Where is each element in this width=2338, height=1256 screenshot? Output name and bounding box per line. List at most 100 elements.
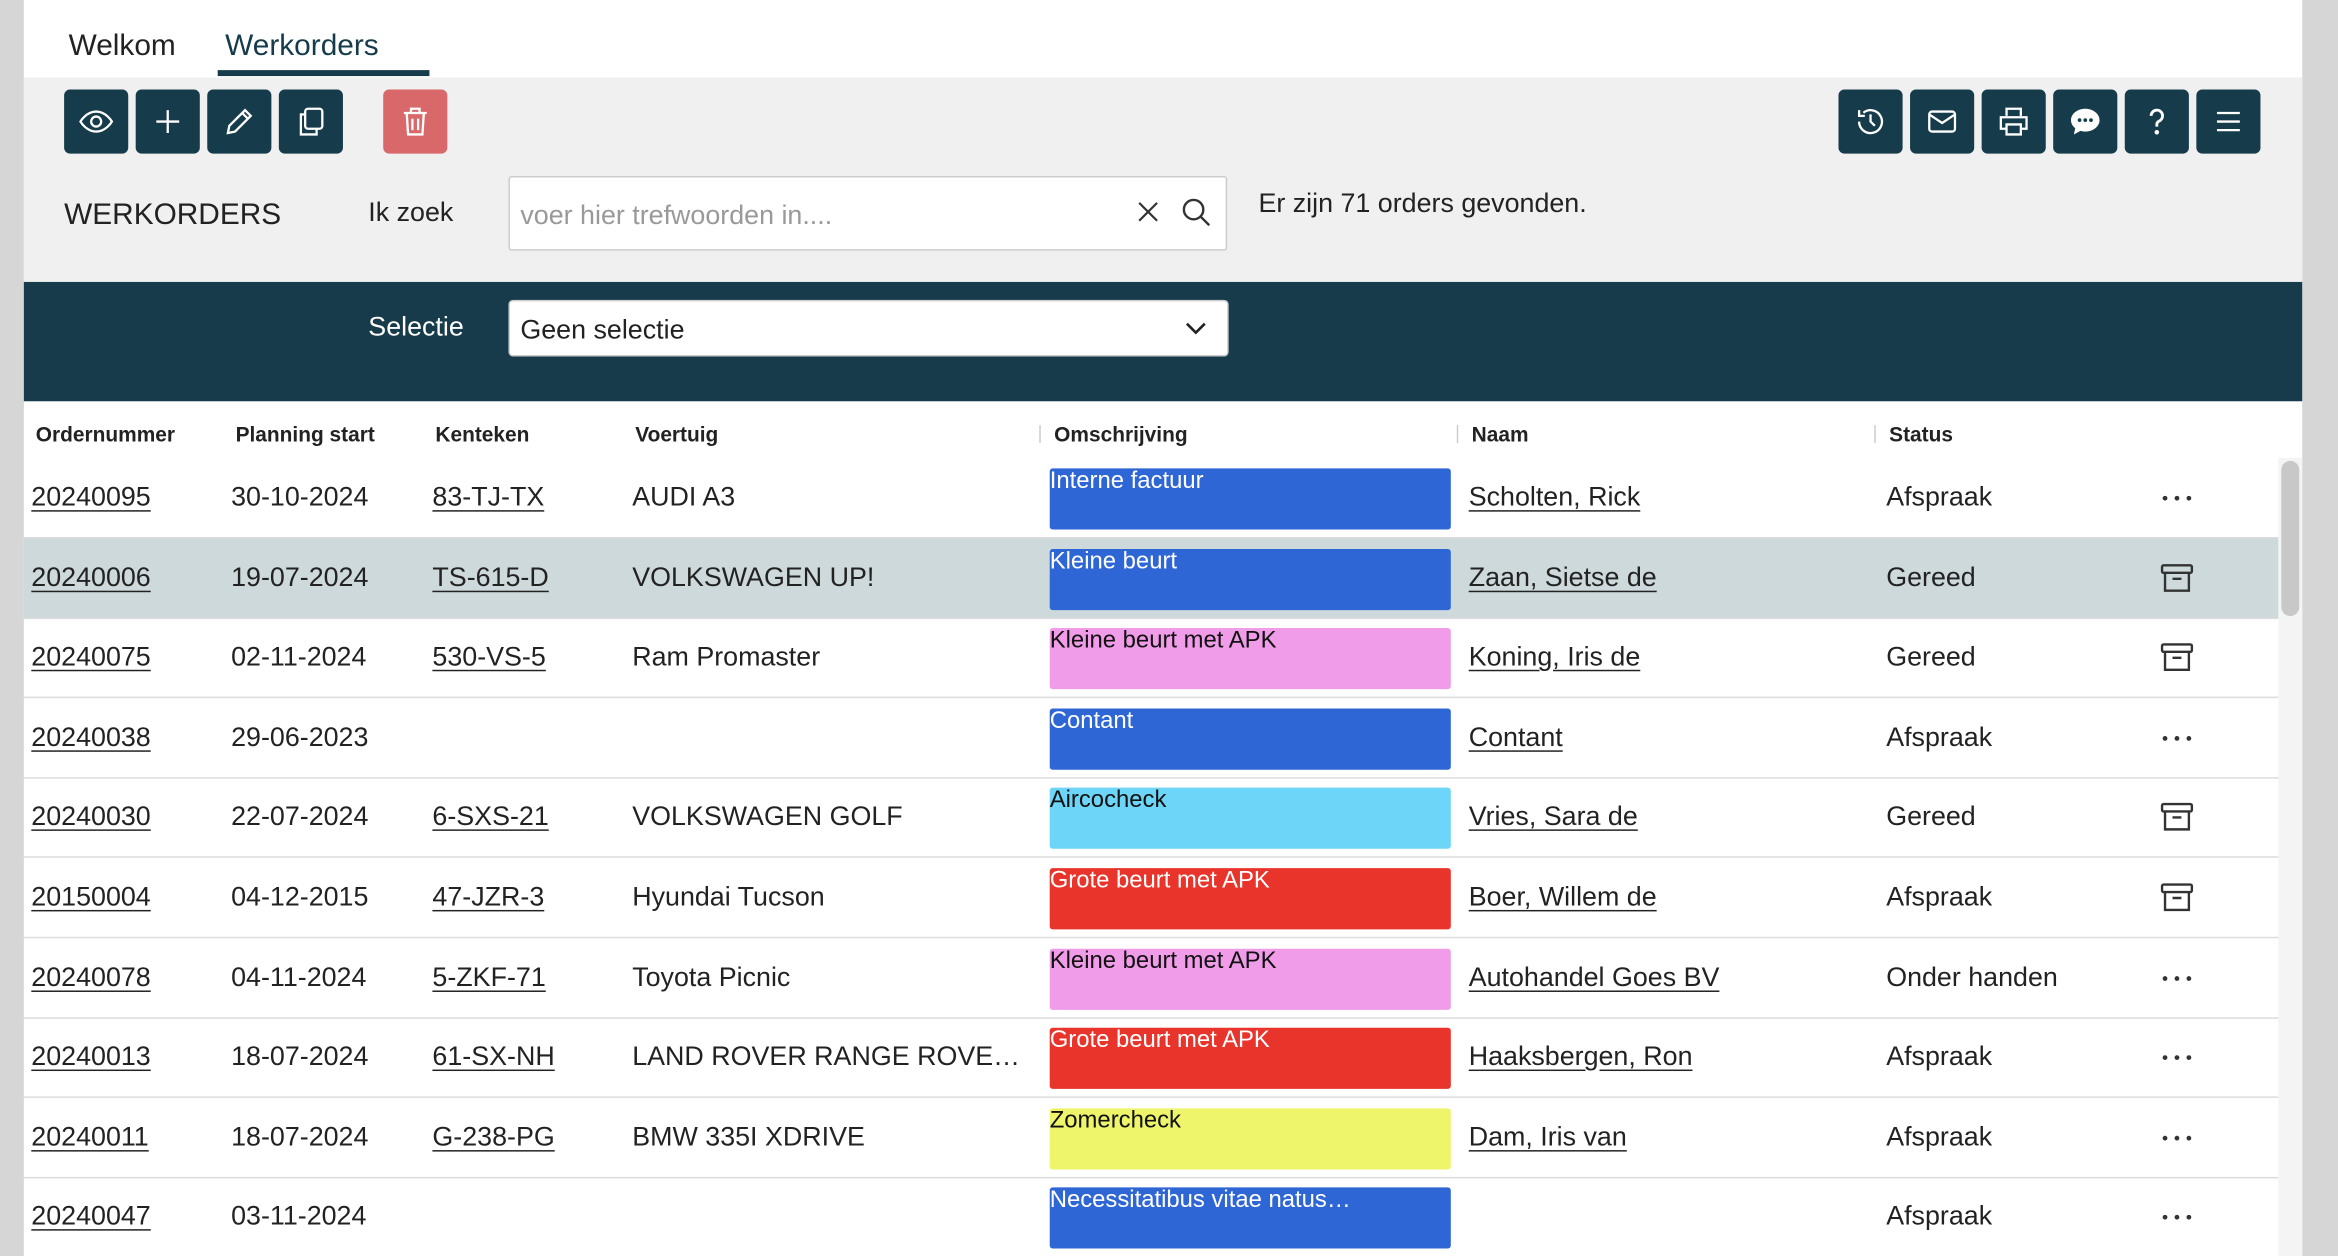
more-button[interactable] [2159,480,2195,516]
customer-name[interactable]: Koning, Iris de [1468,641,1641,672]
more-button[interactable] [2159,1200,2195,1236]
view-button[interactable] [64,89,129,154]
table-row[interactable]: 20240006 19-07-2024 TS-615-D VOLKSWAGEN UP!… [23,537,2279,619]
archive-button[interactable] [2159,800,2195,836]
status: Afspraak [1886,881,1993,912]
vehicle: AUDI A3 [632,481,736,512]
order-number[interactable]: 20240075 [31,641,151,672]
order-number[interactable]: 20240095 [31,481,151,512]
status: Afspraak [1886,721,1993,752]
help-button[interactable] [2124,89,2189,154]
description-badge: Aircocheck [1049,788,1451,850]
clear-icon[interactable] [1136,200,1160,224]
order-number[interactable]: 20240078 [31,961,151,992]
planning-date: 18-07-2024 [231,1121,369,1152]
archive-button[interactable] [2159,880,2195,916]
description-badge: Kleine beurt met APK [1049,628,1451,690]
customer-name[interactable]: Dam, Iris van [1468,1121,1627,1152]
table-row[interactable]: 20150004 04-12-2015 47-JZR-3 Hyundai Tucson… [23,858,2279,939]
license-plate[interactable]: 530-VS-5 [432,641,546,672]
more-button[interactable] [2159,720,2195,756]
description-badge: Kleine beurt met APK [1049,948,1451,1010]
column-divider [1039,425,1041,444]
column-header[interactable]: Voertuig [635,422,719,447]
license-plate[interactable]: 6-SXS-21 [432,801,549,832]
print-button[interactable] [1981,89,2046,154]
license-plate[interactable]: 47-JZR-3 [432,881,545,912]
archive-button[interactable] [2159,560,2195,596]
more-button[interactable] [2159,960,2195,996]
customer-name[interactable]: Zaan, Sietse de [1468,561,1657,592]
column-header[interactable]: Kenteken [435,422,530,447]
license-plate[interactable]: G-238-PG [432,1121,555,1152]
copy-button[interactable] [278,89,343,154]
order-number[interactable]: 20240006 [31,561,151,592]
table-row[interactable]: 20240013 18-07-2024 61-SX-NH LAND ROVER RAN… [23,1018,2279,1099]
column-divider [1456,425,1459,444]
customer-name[interactable]: Contant [1468,721,1563,752]
delete-button[interactable] [383,89,448,154]
order-number[interactable]: 20240013 [31,1041,151,1072]
selection-value: Geen selectie [520,314,685,345]
selection-dropdown[interactable]: Geen selectie [508,299,1229,357]
table-row[interactable]: 20240038 29-06-2023 Contant Contant Afspraak [23,698,2279,779]
add-button[interactable] [135,89,200,154]
license-plate[interactable]: TS-615-D [432,561,549,592]
order-number[interactable]: 20240038 [31,721,151,752]
history-button[interactable] [1838,89,1903,154]
vehicle: LAND ROVER RANGE ROVE… [632,1041,1020,1072]
mail-button[interactable] [1910,89,1975,154]
customer-name[interactable]: Autohandel Goes BV [1468,961,1720,992]
description-text: Grote beurt met APK [1049,868,1270,894]
table-row[interactable]: 20240030 22-07-2024 6-SXS-21 VOLKSWAGEN GOL… [23,778,2279,859]
table-row[interactable]: 20240095 30-10-2024 83-TJ-TX AUDI A3 Interne… [23,458,2279,539]
license-plate[interactable]: 61-SX-NH [432,1041,555,1072]
order-number[interactable]: 20150004 [31,881,151,912]
order-number[interactable]: 20240047 [31,1201,151,1232]
planning-date: 02-11-2024 [231,641,367,672]
table-row[interactable]: 20240047 03-11-2024 Necessitatibus vitae n… [24,1178,2278,1256]
column-header[interactable]: Planning start [235,422,375,447]
table-row[interactable]: 20240075 02-11-2024 530-VS-5 Ram Promaster K… [23,618,2279,699]
description-badge: Kleine beurt [1049,548,1451,610]
description-text: Grote beurt met APK [1049,1028,1270,1054]
table-row[interactable]: 20240078 04-11-2024 5-ZKF-71 Toyota Picnic K… [23,938,2279,1019]
vehicle: Hyundai Tucson [632,881,825,912]
description-text: Aircocheck [1049,788,1167,814]
search-icon[interactable] [1181,197,1211,227]
license-plate[interactable]: 5-ZKF-71 [432,961,546,992]
planning-date: 29-06-2023 [231,721,369,752]
menu-button[interactable] [2196,89,2261,154]
description-text: Kleine beurt [1049,548,1178,574]
more-button[interactable] [2159,1040,2195,1076]
archive-button[interactable] [2159,640,2195,676]
order-number[interactable]: 20240030 [31,801,151,832]
description-text: Interne factuur [1049,468,1204,494]
status: Afspraak [1886,1201,1993,1232]
column-header[interactable]: Naam [1471,422,1529,447]
customer-name[interactable]: Boer, Willem de [1468,881,1657,912]
column-header[interactable]: Ordernummer [35,422,175,447]
customer-name[interactable]: Vries, Sara de [1468,801,1638,832]
tab-active[interactable]: Werkorders [225,29,379,63]
planning-date: 03-11-2024 [231,1201,367,1232]
column-header[interactable]: Omschrijving [1054,422,1188,447]
scrollbar-thumb[interactable] [2281,460,2300,617]
more-button[interactable] [2159,1120,2195,1156]
column-header[interactable]: Status [1889,422,1953,447]
table-row[interactable]: 20240011 18-07-2024 G-238-PG BMW 335I XDRIV… [23,1098,2279,1179]
order-number[interactable]: 20240011 [31,1121,149,1152]
planning-date: 19-07-2024 [231,561,369,592]
tab[interactable]: Welkom [68,29,176,63]
edit-button[interactable] [207,89,272,154]
selection-label: Selectie [368,311,464,342]
customer-name[interactable]: Scholten, Rick [1468,481,1641,512]
chat-button[interactable] [2053,89,2118,154]
customer-name[interactable]: Haaksbergen, Ron [1468,1041,1693,1072]
description-badge: Grote beurt met APK [1049,1028,1451,1090]
vehicle: Ram Promaster [632,641,821,672]
license-plate[interactable]: 83-TJ-TX [432,481,545,512]
search-input[interactable]: voer hier trefwoorden in.... [508,176,1228,251]
